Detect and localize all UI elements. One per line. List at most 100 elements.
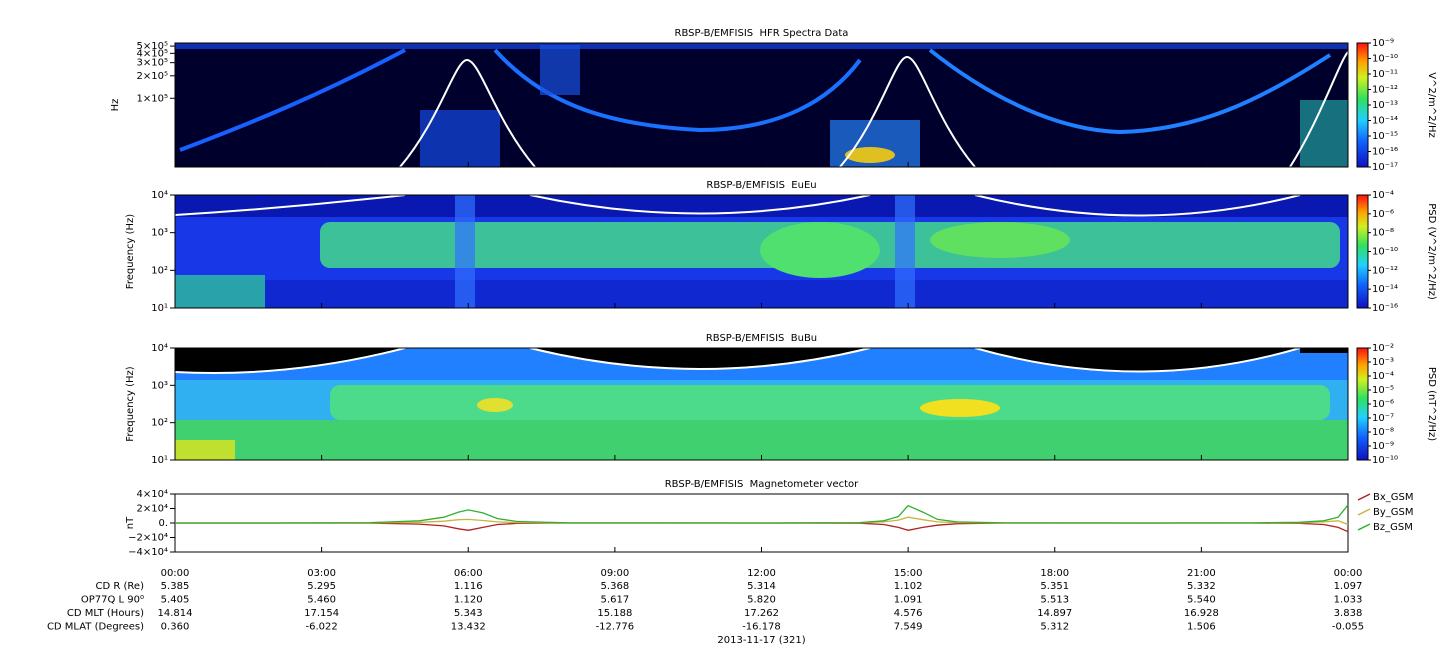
panel-title: RBSP-B/EMFISIS BuBu — [706, 333, 817, 344]
ephemeris-value: 5.385 — [161, 581, 190, 592]
ephemeris-value: 5.405 — [161, 595, 190, 606]
legend-label: Bz_GSM — [1373, 522, 1413, 533]
y-tick-label: 10³ — [151, 380, 168, 391]
colorbar-tick-label: 10⁻¹⁰ — [1372, 247, 1398, 258]
ephemeris-value: 5.351 — [1040, 581, 1069, 592]
ephemeris-value: 5.332 — [1187, 581, 1216, 592]
y-tick-label: 2×10⁵ — [137, 71, 168, 82]
panel-title: RBSP-B/EMFISIS HFR Spectra Data — [675, 28, 849, 39]
spectrogram-image — [175, 195, 1348, 308]
ephemeris-value: 1.120 — [454, 595, 483, 606]
y-tick-label: 4×10⁵ — [137, 48, 168, 59]
ephemeris-value: 17.262 — [744, 608, 779, 619]
colorbar-tick-label: 10⁻¹⁶ — [1372, 303, 1398, 314]
ephemeris-label: CD MLAT (Degrees) — [47, 622, 144, 633]
ephemeris-value: 4.576 — [894, 608, 923, 619]
y-tick-label: 10⁴ — [151, 343, 168, 354]
colorbar-tick-label: 10⁻¹⁷ — [1372, 162, 1398, 173]
y-tick-label: 10¹ — [151, 455, 168, 466]
data-line — [175, 522, 1349, 533]
x-tick-label: 00:00 — [1334, 568, 1363, 579]
y-tick-label: 10² — [151, 265, 168, 276]
colorbar-tick-label: 10⁻¹³ — [1372, 100, 1398, 111]
ephemeris-value: 17.154 — [304, 608, 339, 619]
ephemeris-label: OP77Q L 90⁰ — [81, 595, 144, 606]
colorbar — [1356, 42, 1369, 168]
colorbar-tick-label: 10⁻⁶ — [1372, 209, 1394, 220]
colorbar-tick-label: 10⁻¹⁴ — [1372, 284, 1398, 295]
colorbar-tick-label: 10⁻¹⁵ — [1372, 131, 1398, 142]
x-tick-label: 12:00 — [747, 568, 776, 579]
y-tick-label: −4×10⁴ — [128, 547, 168, 558]
legend-label: Bx_GSM — [1373, 492, 1414, 503]
x-tick-label: 00:00 — [161, 568, 190, 579]
y-tick-label: 10² — [151, 418, 168, 429]
ephemeris-value: 1.506 — [1187, 622, 1216, 633]
colorbar-tick-label: 10⁻⁶ — [1372, 399, 1394, 410]
panel-title: RBSP-B/EMFISIS EuEu — [706, 180, 816, 191]
colorbar-tick-label: 10⁻¹⁰ — [1372, 455, 1398, 466]
ephemeris-value: 5.513 — [1040, 595, 1069, 606]
x-tick-label: 18:00 — [1040, 568, 1069, 579]
spectrogram-image — [175, 43, 1348, 167]
x-tick-label: 21:00 — [1187, 568, 1216, 579]
data-line — [175, 504, 1349, 524]
ephemeris-value: 1.116 — [454, 581, 483, 592]
colorbar-tick-label: 10⁻¹⁰ — [1372, 54, 1398, 65]
colorbar-label: PSD (nT^2/Hz) — [1426, 367, 1437, 441]
x-tick-label: 09:00 — [600, 568, 629, 579]
y-axis-label: Frequency (Hz) — [125, 366, 136, 442]
colorbar-tick-label: 10⁻¹⁶ — [1372, 147, 1398, 158]
ephemeris-value: 5.312 — [1040, 622, 1069, 633]
legend-swatch — [1357, 508, 1371, 516]
colorbar-tick-label: 10⁻¹⁴ — [1372, 116, 1398, 127]
spectrogram-image — [175, 348, 1348, 460]
ephemeris-value: 15.188 — [597, 608, 632, 619]
y-tick-label: 4×10⁴ — [137, 489, 168, 500]
ephemeris-value: 5.343 — [454, 608, 483, 619]
colorbar-tick-label: 10⁻⁷ — [1372, 413, 1394, 424]
colorbar-tick-label: 10⁻⁴ — [1372, 371, 1394, 382]
ephemeris-label: CD R (Re) — [96, 581, 145, 592]
ephemeris-value: 3.838 — [1334, 608, 1363, 619]
colorbar-tick-label: 10⁻¹¹ — [1372, 69, 1398, 80]
y-tick-label: 0. — [158, 518, 168, 529]
colorbar-label: PSD (V^2/m^2/Hz) — [1426, 203, 1437, 300]
ephemeris-value: -12.776 — [596, 622, 635, 633]
ephemeris-value: 1.097 — [1334, 581, 1363, 592]
ephemeris-value: 1.102 — [894, 581, 923, 592]
ephemeris-value: 5.368 — [601, 581, 630, 592]
colorbar-tick-label: 10⁻⁵ — [1372, 385, 1394, 396]
y-axis-label: Frequency (Hz) — [125, 214, 136, 290]
colorbar-tick-label: 10⁻² — [1372, 343, 1394, 354]
ephemeris-value: 1.033 — [1334, 595, 1363, 606]
ephemeris-value: 5.617 — [601, 595, 630, 606]
ephemeris-value: 7.549 — [894, 622, 923, 633]
y-tick-label: 3×10⁵ — [137, 58, 168, 69]
ephemeris-value: 16.928 — [1184, 608, 1219, 619]
ephemeris-value: -0.055 — [1332, 622, 1364, 633]
colorbar — [1356, 194, 1369, 309]
ephemeris-value: 5.540 — [1187, 595, 1216, 606]
colorbar-tick-label: 10⁻¹² — [1372, 85, 1398, 96]
colorbar-tick-label: 10⁻⁸ — [1372, 427, 1394, 438]
ephemeris-label: CD MLT (Hours) — [67, 608, 144, 619]
y-tick-label: 2×10⁴ — [137, 504, 168, 515]
ephemeris-value: 13.432 — [451, 622, 486, 633]
y-axis-label: Hz — [110, 99, 121, 112]
ephemeris-value: 14.897 — [1037, 608, 1072, 619]
y-tick-label: 10⁴ — [151, 190, 168, 201]
ephemeris-value: -16.178 — [742, 622, 781, 633]
x-tick-label: 15:00 — [894, 568, 923, 579]
colorbar-tick-label: 10⁻⁹ — [1372, 441, 1394, 452]
y-tick-label: −2×10⁴ — [128, 533, 168, 544]
colorbar-tick-label: 10⁻³ — [1372, 357, 1394, 368]
colorbar-label: V^2/m^2/Hz — [1426, 72, 1437, 138]
ephemeris-value: 5.460 — [307, 595, 336, 606]
ephemeris-value: 5.295 — [307, 581, 336, 592]
ephemeris-value: 5.820 — [747, 595, 776, 606]
y-tick-label: 10³ — [151, 228, 168, 239]
panel-title: RBSP-B/EMFISIS Magnetometer vector — [665, 479, 859, 490]
ephemeris-value: 0.360 — [161, 622, 190, 633]
